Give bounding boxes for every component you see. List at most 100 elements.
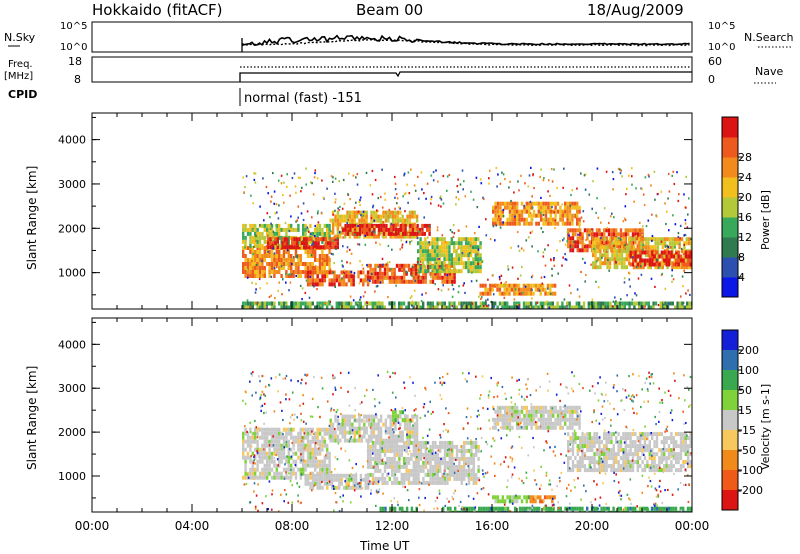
heatmap-cell (352, 274, 355, 279)
heatmap-cell (683, 245, 686, 250)
speckle-cell (543, 177, 545, 180)
speckle-cell (615, 300, 617, 303)
heatmap-cell (402, 231, 405, 236)
heatmap-cell (352, 282, 355, 287)
heatmap-cell (266, 455, 269, 460)
heatmap-cell (318, 258, 322, 262)
heatmap-cell (412, 452, 415, 457)
heatmap-cell (642, 265, 645, 270)
heatmap-cell (525, 413, 528, 418)
heatmap-cell (323, 266, 326, 270)
heatmap-cell (455, 261, 458, 266)
speckle-cell (274, 224, 277, 227)
heatmap-cell (564, 213, 567, 218)
heatmap-cell (609, 305, 612, 309)
heatmap-cell (518, 221, 521, 226)
heatmap-cell (275, 227, 278, 232)
heatmap-cell (374, 305, 377, 309)
speckle-cell (443, 269, 445, 272)
heatmap-cell (688, 301, 691, 306)
heatmap-cell (588, 456, 591, 461)
heatmap-cell (446, 460, 449, 465)
heatmap-cell (537, 201, 540, 206)
heatmap-cell (684, 444, 687, 449)
heatmap-cell (261, 270, 264, 274)
heatmap-cell (338, 305, 341, 309)
heatmap-cell (647, 305, 650, 309)
heatmap-cell (391, 275, 394, 280)
heatmap-cell (323, 481, 327, 486)
heatmap-cell (386, 448, 389, 453)
speckle-cell (342, 245, 344, 248)
heatmap-cell (429, 261, 432, 266)
heatmap-cell (347, 274, 351, 279)
heatmap-cell (467, 301, 470, 306)
heatmap-cell (551, 499, 554, 504)
heatmap-cell (648, 258, 652, 263)
heatmap-cell (448, 301, 451, 306)
heatmap-cell (302, 467, 305, 472)
heatmap-cell (439, 460, 442, 465)
heatmap-cell (623, 301, 626, 306)
freq-tick-18: 18 (68, 55, 82, 68)
heatmap-cell (503, 301, 506, 306)
heatmap-cell (499, 205, 502, 210)
heatmap-cell (329, 230, 332, 235)
heatmap-cell (278, 427, 281, 432)
speckle-cell (251, 281, 253, 284)
heatmap-cell (571, 232, 575, 237)
speckle-cell (557, 272, 559, 275)
heatmap-cell (311, 427, 314, 432)
heatmap-cell (258, 266, 262, 270)
heatmap-cell (655, 468, 659, 473)
heatmap-cell (365, 418, 368, 423)
heatmap-cell (595, 232, 599, 237)
heatmap-cell (372, 434, 376, 439)
heatmap-cell (568, 221, 572, 226)
heatmap-cell (419, 468, 423, 473)
speckle-cell (492, 225, 495, 228)
heatmap-cell (278, 447, 281, 452)
heatmap-cell (343, 418, 347, 423)
heatmap-cell (576, 248, 579, 253)
speckle-cell (425, 292, 427, 295)
heatmap-cell (261, 427, 264, 432)
heatmap-cell (497, 506, 500, 511)
heatmap-cell (415, 480, 418, 485)
heatmap-cell (441, 444, 444, 449)
heatmap-cell (556, 209, 560, 214)
heatmap-cell (622, 232, 625, 237)
speckle-cell (675, 265, 678, 268)
heatmap-cell (497, 510, 500, 512)
speckle-cell (603, 207, 606, 210)
speckle-cell (563, 298, 566, 301)
heatmap-cell (358, 430, 361, 435)
heatmap-cell (242, 451, 245, 456)
heatmap-cell (415, 456, 418, 461)
heatmap-cell (370, 234, 373, 239)
speckle-cell (524, 182, 526, 185)
heatmap-cell (266, 231, 269, 236)
heatmap-cell (620, 261, 624, 266)
heatmap-cell (472, 265, 475, 270)
heatmap-cell (413, 434, 416, 439)
speckle-cell (584, 261, 586, 264)
heatmap-cell (387, 438, 390, 443)
heatmap-cell (292, 443, 295, 448)
speckle-cell (370, 217, 373, 220)
heatmap-cell (292, 439, 295, 444)
heatmap-cell (549, 417, 552, 422)
heatmap-cell (329, 434, 332, 439)
heatmap-cell (376, 263, 379, 268)
heatmap-cell (532, 291, 535, 296)
heatmap-cell (689, 254, 692, 259)
heatmap-cell (451, 456, 454, 461)
speckle-cell (422, 302, 424, 305)
heatmap-cell (511, 209, 514, 214)
heatmap-cell (415, 452, 418, 457)
heatmap-cell (455, 257, 458, 262)
heatmap-cell (280, 305, 283, 309)
y-tick-label: 2000 (58, 222, 86, 235)
heatmap-cell (446, 444, 449, 449)
heatmap-cell (379, 452, 382, 457)
